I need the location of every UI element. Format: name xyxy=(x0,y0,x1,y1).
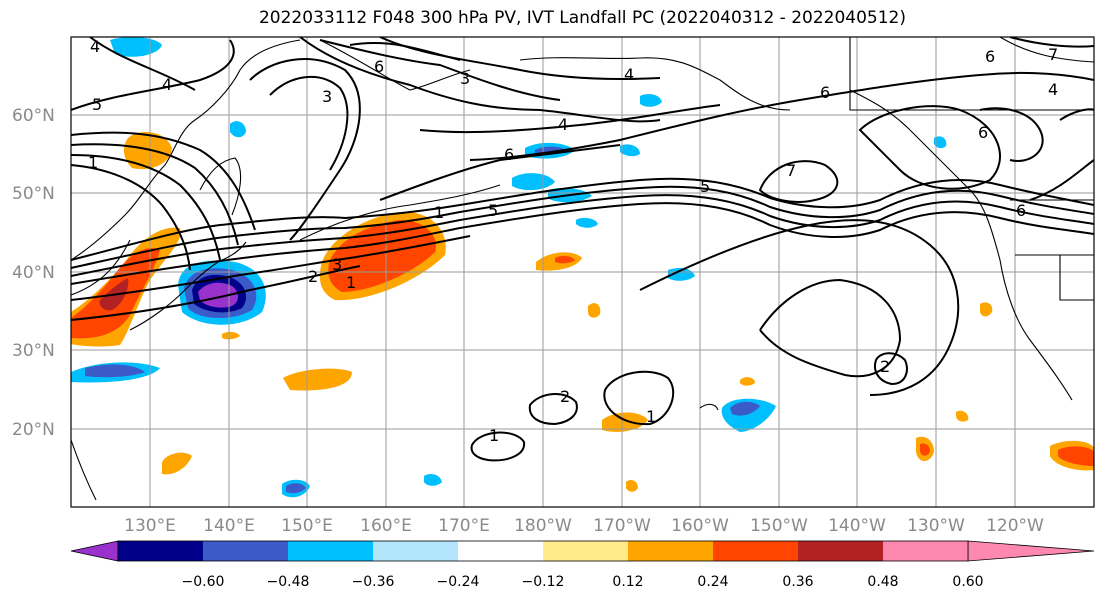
colorbar-tick-label: −0.60 xyxy=(182,574,225,590)
colorbar-bin xyxy=(798,541,883,561)
pv-contours xyxy=(71,37,1094,462)
colorbar-bin xyxy=(543,541,628,561)
contour-label: 4 xyxy=(90,37,100,56)
lon-label: 170°E xyxy=(438,516,490,536)
contour-label: 3 xyxy=(322,87,332,106)
contour-label: 1 xyxy=(489,426,499,445)
contour-label: 2 xyxy=(560,387,570,406)
contour-label: 6 xyxy=(978,123,988,142)
colorbar-outline xyxy=(117,540,969,562)
colorbar-tick-label: −0.24 xyxy=(437,574,480,590)
pv-contour-labels: 4 5 1 4 3 6 3 4 4 6 6 4 6 7 6 5 5 7 6 2 … xyxy=(88,37,1058,445)
colorbar-tick-label: 0.36 xyxy=(782,574,813,590)
contour-label: 6 xyxy=(985,47,995,66)
colorbar-bin xyxy=(628,541,713,561)
colorbar-tick-label: −0.12 xyxy=(522,574,565,590)
contour-label: 4 xyxy=(624,65,634,84)
colorbar-bin xyxy=(203,541,288,561)
coastlines xyxy=(71,37,1094,501)
contour-label: 4 xyxy=(558,115,568,134)
longitude-labels: 130°E 140°E 150°E 160°E 170°E 180°W 170°… xyxy=(124,516,1044,536)
contour-label: 1 xyxy=(346,273,356,292)
colorbar-tick-label: 0.60 xyxy=(952,574,983,590)
contour-label: 1 xyxy=(646,407,656,426)
contour-label: 3 xyxy=(460,69,470,88)
colorbar-bin xyxy=(118,541,203,561)
colorbar-tick-label: 0.48 xyxy=(867,574,898,590)
contour-label: 7 xyxy=(1048,45,1058,64)
contour-label: 4 xyxy=(1048,80,1058,99)
contour-label: 2 xyxy=(308,267,318,286)
lon-label: 120°W xyxy=(986,516,1044,536)
lon-label: 150°W xyxy=(750,516,808,536)
contour-label: 3 xyxy=(332,255,342,274)
map-frame xyxy=(70,36,1095,508)
lon-label: 170°W xyxy=(593,516,651,536)
contour-label: 2 xyxy=(880,357,890,376)
lon-label: 160°E xyxy=(360,516,412,536)
colorbar-tick-label: 0.12 xyxy=(612,574,643,590)
lat-label: 40°N xyxy=(12,263,55,283)
contour-label: 5 xyxy=(700,177,710,196)
contour-label: 6 xyxy=(504,145,514,164)
colorbar-extend-min xyxy=(70,540,119,562)
contour-label: 6 xyxy=(1016,201,1026,220)
colorbar-tick-label: −0.48 xyxy=(267,574,310,590)
lat-label: 50°N xyxy=(12,184,55,204)
latitude-labels: 60°N 50°N 40°N 30°N 20°N xyxy=(12,106,55,440)
lat-label: 60°N xyxy=(12,106,55,126)
colorbar: −0.60 −0.48 −0.36 −0.24 −0.12 0.12 0.24 … xyxy=(70,540,1095,590)
contour-label: 6 xyxy=(374,57,384,76)
map-panel: 4 5 1 4 3 6 3 4 4 6 6 4 6 7 6 5 5 7 6 2 … xyxy=(71,37,1094,507)
colorbar-tick-label: 0.24 xyxy=(697,574,728,590)
lon-label: 140°W xyxy=(828,516,886,536)
lon-label: 150°E xyxy=(281,516,333,536)
contour-label: 6 xyxy=(820,83,830,102)
colorbar-bin xyxy=(458,541,543,561)
colorbar-tick-label: −0.36 xyxy=(352,574,395,590)
map-title: 2022033112 F048 300 hPa PV, IVT Landfall… xyxy=(258,8,906,28)
contour-label: 5 xyxy=(488,201,498,220)
colorbar-bin xyxy=(373,541,458,561)
lat-label: 30°N xyxy=(12,341,55,361)
lon-label: 130°E xyxy=(124,516,176,536)
lat-label: 20°N xyxy=(12,420,55,440)
contour-label: 4 xyxy=(162,75,172,94)
contour-label: 1 xyxy=(434,203,444,222)
contour-label: 1 xyxy=(88,153,98,172)
colorbar-bin xyxy=(288,541,373,561)
lon-label: 160°W xyxy=(671,516,729,536)
colorbar-extend-max xyxy=(967,540,1095,562)
contour-label: 5 xyxy=(92,95,102,114)
lon-label: 130°W xyxy=(907,516,965,536)
contour-label: 7 xyxy=(786,161,796,180)
colorbar-bin xyxy=(883,541,968,561)
colorbar-bin xyxy=(713,541,798,561)
lon-label: 140°E xyxy=(203,516,255,536)
lon-label: 180°W xyxy=(514,516,572,536)
